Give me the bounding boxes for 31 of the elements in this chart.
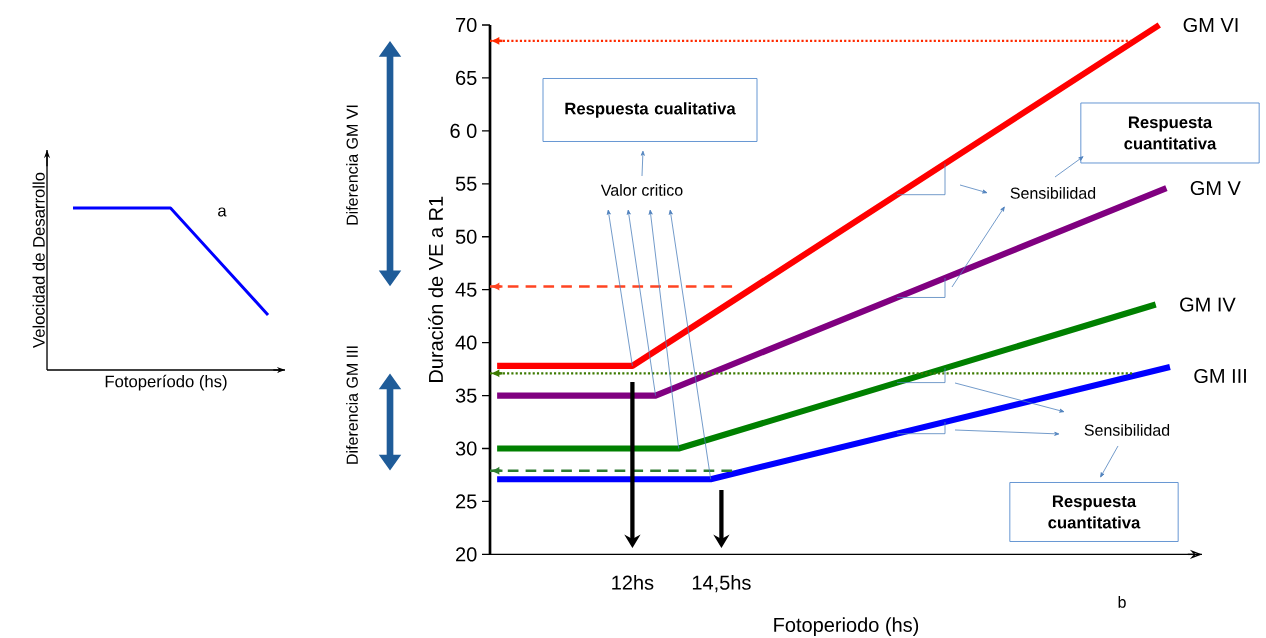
y-tick-label: 6 0 xyxy=(450,123,477,138)
annotation: Sensibilidad xyxy=(1010,187,1096,199)
series-label: GM III xyxy=(1194,368,1246,384)
x-tick-label: 12hs xyxy=(612,575,654,590)
y-tick-label: 70 xyxy=(456,17,477,33)
y-tick-label: 40 xyxy=(455,335,477,350)
y-tick-label: 55 xyxy=(455,176,477,191)
text: b xyxy=(1118,596,1126,608)
text: Diferencia GM III xyxy=(346,346,358,464)
y-tick-label: 50 xyxy=(455,229,477,244)
annotation: Sensibilidad xyxy=(1084,424,1170,436)
annotation: Respuesta cualitativa xyxy=(565,102,736,118)
y-tick-label: 20 xyxy=(456,547,477,562)
annotation: a xyxy=(218,207,227,217)
y-tick-label: 35 xyxy=(455,388,477,403)
y-tick-label: 65 xyxy=(456,70,477,85)
x-tick-label: 14,5hs xyxy=(692,575,751,593)
x-axis-title: Fotoperiodo (hs) xyxy=(774,617,919,636)
y-axis-title: Velocidad de Desarrollo xyxy=(32,172,45,348)
y-tick-label: 45 xyxy=(455,282,477,297)
series-label: GM VI xyxy=(1183,17,1238,33)
y-tick-label: 25 xyxy=(456,494,477,509)
series-label: GM IV xyxy=(1180,297,1236,312)
annotation: Respuesta cuantitativa xyxy=(1124,116,1217,150)
series-label: GM V xyxy=(1190,180,1241,196)
annotation: Valor critico xyxy=(600,184,683,196)
x-axis-title: Fotoperíodo (hs) xyxy=(105,374,227,391)
text: Diferencia GM VI xyxy=(346,105,358,225)
y-axis-title: Duración de VE a R1 xyxy=(428,196,443,382)
y-tick-label: 30 xyxy=(455,441,477,456)
annotation: Respuesta cuantitativa xyxy=(1048,495,1141,529)
